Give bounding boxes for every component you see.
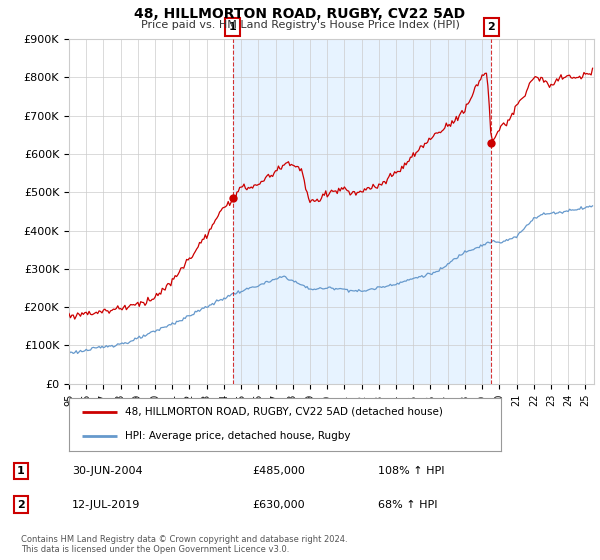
Text: 2: 2	[17, 500, 25, 510]
Text: £485,000: £485,000	[252, 466, 305, 476]
Text: Contains HM Land Registry data © Crown copyright and database right 2024.
This d: Contains HM Land Registry data © Crown c…	[21, 535, 347, 554]
Text: 48, HILLMORTON ROAD, RUGBY, CV22 5AD: 48, HILLMORTON ROAD, RUGBY, CV22 5AD	[134, 7, 466, 21]
Text: HPI: Average price, detached house, Rugby: HPI: Average price, detached house, Rugb…	[125, 431, 350, 441]
Text: £630,000: £630,000	[252, 500, 305, 510]
Text: 108% ↑ HPI: 108% ↑ HPI	[378, 466, 445, 476]
Text: 1: 1	[17, 466, 25, 476]
Text: 1: 1	[229, 22, 236, 32]
Text: 12-JUL-2019: 12-JUL-2019	[72, 500, 140, 510]
Bar	[233, 39, 491, 384]
Text: 30-JUN-2004: 30-JUN-2004	[72, 466, 143, 476]
Text: Price paid vs. HM Land Registry's House Price Index (HPI): Price paid vs. HM Land Registry's House …	[140, 20, 460, 30]
Text: 68% ↑ HPI: 68% ↑ HPI	[378, 500, 437, 510]
Text: 2: 2	[488, 22, 495, 32]
Text: 48, HILLMORTON ROAD, RUGBY, CV22 5AD (detached house): 48, HILLMORTON ROAD, RUGBY, CV22 5AD (de…	[125, 407, 443, 417]
